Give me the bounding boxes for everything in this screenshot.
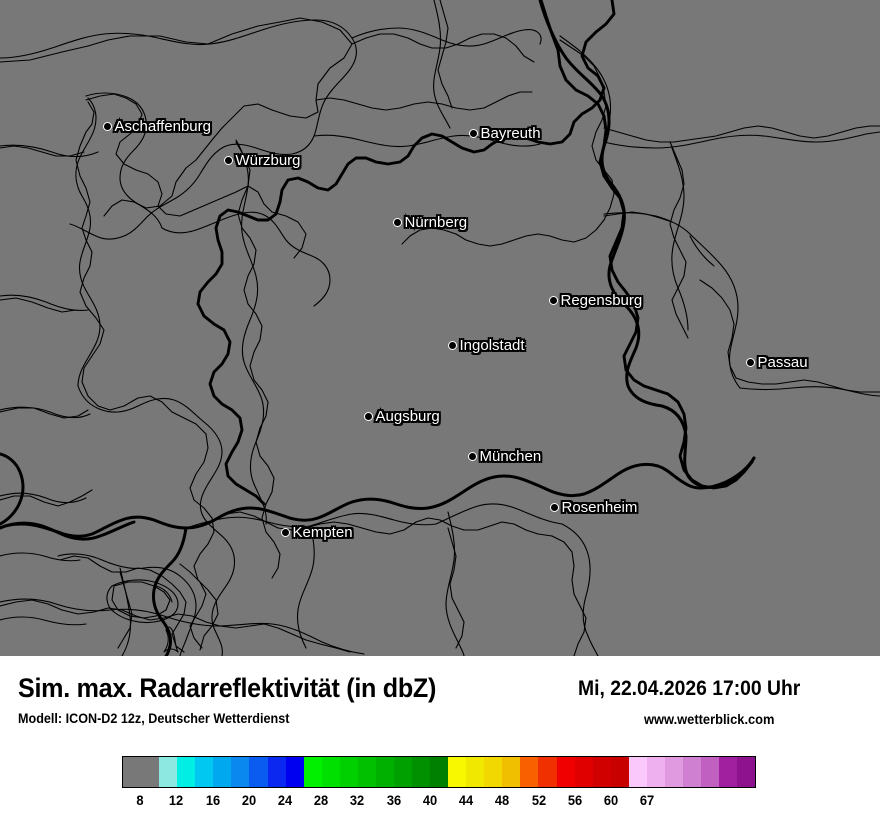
colorbar-segment [466, 757, 485, 787]
colorbar-segment [574, 757, 593, 787]
colorbar-segment [719, 757, 738, 787]
colorbar-legend: 8 12 16 20 24 28 32 36 40 44 48 52 56 60 67 [122, 756, 756, 808]
colorbar-segment [141, 757, 160, 787]
colorbar-segment [448, 757, 467, 787]
colorbar-segment [556, 757, 575, 787]
colorbar-tick: 40 [422, 792, 438, 808]
colorbar-segment [159, 757, 178, 787]
colorbar-tick: 52 [531, 792, 546, 808]
colorbar-segment [412, 757, 431, 787]
colorbar-segment [339, 757, 358, 787]
colorbar-swatches [122, 756, 756, 788]
colorbar-segment [430, 757, 449, 787]
colorbar-segment [213, 757, 232, 787]
colorbar-segment [701, 757, 720, 787]
colorbar-segment [303, 757, 322, 787]
colorbar-segment [177, 757, 196, 787]
colorbar-tick: 48 [495, 792, 510, 808]
colorbar-tick: 28 [314, 792, 329, 808]
colorbar-tick-labels: 8 12 16 20 24 28 32 36 40 44 48 52 56 60 67 [122, 788, 756, 816]
page-title: Sim. max. Radarreflektivität (in dbZ) [18, 673, 437, 703]
colorbar-tick: 24 [277, 792, 293, 808]
colorbar-segment [231, 757, 250, 787]
colorbar-segment [737, 757, 756, 787]
colorbar-segment [520, 757, 539, 787]
colorbar-segment [285, 757, 304, 787]
colorbar-tick: 16 [205, 792, 220, 808]
colorbar-segment [357, 757, 376, 787]
colorbar-tick: 12 [169, 792, 184, 808]
colorbar-segment [195, 757, 214, 787]
colorbar-tick: 44 [458, 792, 474, 808]
colorbar-segment [538, 757, 557, 787]
colorbar-segment [249, 757, 268, 787]
colorbar-segment [393, 757, 412, 787]
legend-footer: Sim. max. Radarreflektivität (in dbZ) Mo… [0, 656, 880, 830]
colorbar-segment [321, 757, 340, 787]
colorbar-segment [267, 757, 286, 787]
colorbar-segment [123, 757, 142, 787]
colorbar-tick: 36 [386, 792, 401, 808]
colorbar-segment [502, 757, 521, 787]
colorbar-segment [646, 757, 665, 787]
colorbar-tick: 67 [640, 792, 655, 808]
map-borders [0, 0, 880, 656]
colorbar-segment [375, 757, 394, 787]
map-geography [0, 0, 880, 656]
model-subtitle: Modell: ICON-D2 12z, Deutscher Wetterdie… [18, 710, 290, 726]
colorbar-segment [628, 757, 647, 787]
colorbar-segment [484, 757, 503, 787]
colorbar-tick: 56 [567, 792, 583, 808]
colorbar-segment [592, 757, 611, 787]
colorbar-tick: 32 [350, 792, 365, 808]
valid-timestamp: Mi, 22.04.2026 17:00 Uhr [578, 677, 801, 700]
colorbar-tick: 20 [241, 792, 256, 808]
colorbar-tick: 60 [603, 792, 619, 808]
radar-map-panel[interactable]: Aschaffenburg Würzburg Bayreuth Nürnberg Reg… [0, 0, 880, 656]
colorbar-segment [682, 757, 701, 787]
website-credit: www.wetterblick.com [644, 711, 775, 727]
colorbar-segment [664, 757, 683, 787]
colorbar-tick: 8 [136, 792, 144, 808]
colorbar-segment [610, 757, 629, 787]
